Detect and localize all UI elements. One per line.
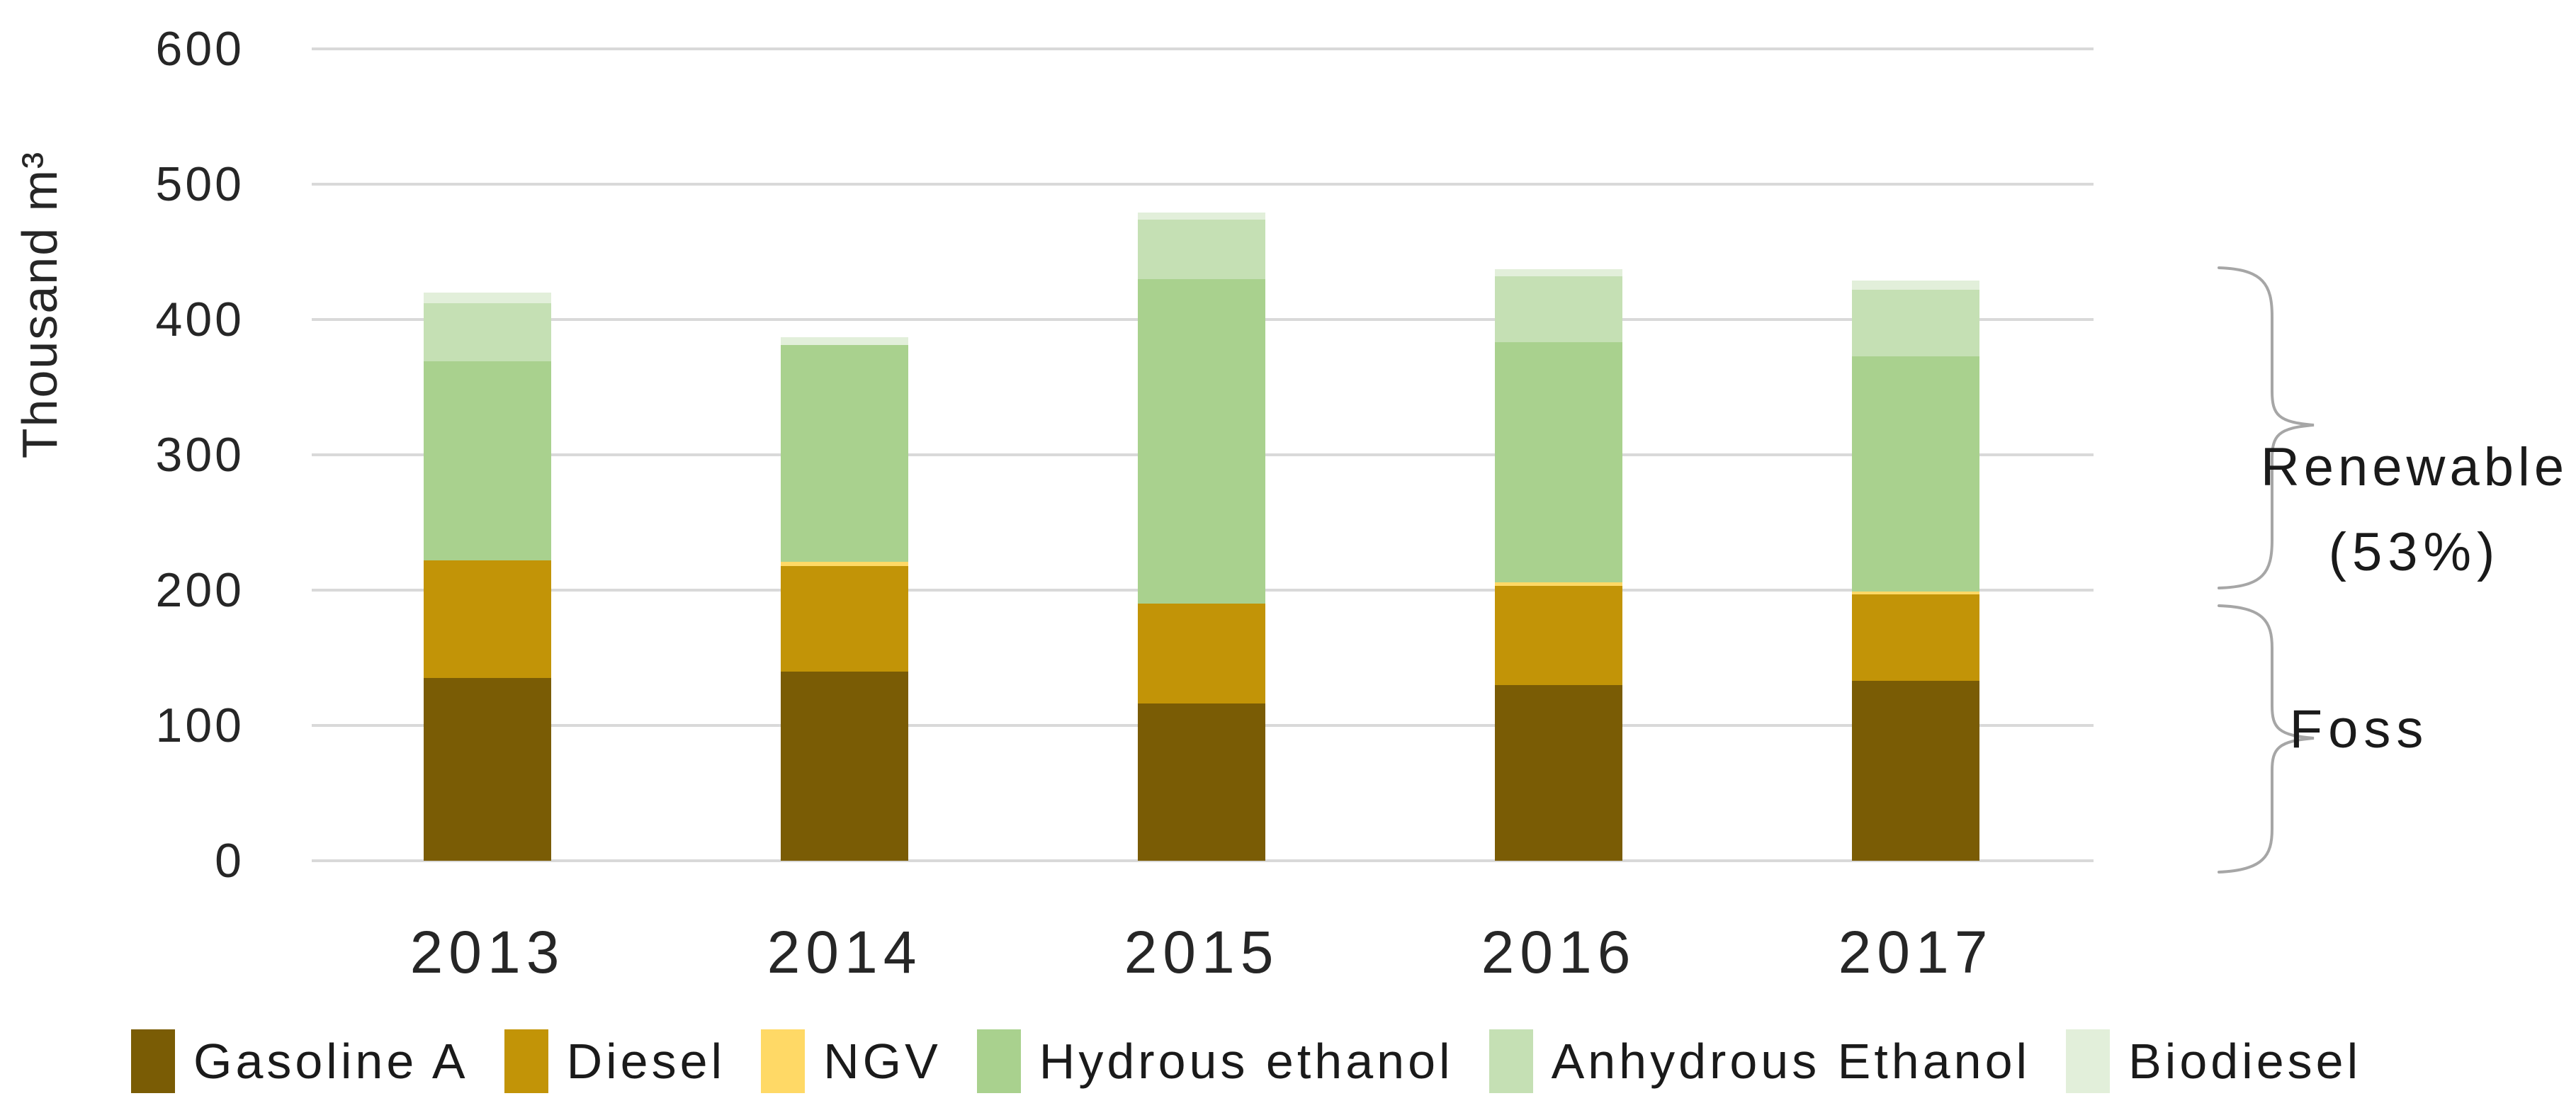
- y-tick-label-100: 100: [155, 699, 244, 752]
- bar-2016-anhydrous-ethanol: [1495, 276, 1622, 343]
- bar-2014-hydrous-ethanol: [781, 345, 908, 562]
- x-tick-label-2014: 2014: [767, 919, 922, 985]
- bar-2017-diesel: [1852, 594, 1979, 681]
- bar-2016-biodiesel: [1495, 269, 1622, 276]
- legend-swatch-ngv: [761, 1029, 806, 1093]
- bar-2016-diesel: [1495, 586, 1622, 685]
- y-tick-label-300: 300: [155, 428, 244, 482]
- bar-2016-ngv: [1495, 582, 1622, 587]
- bar-2014-ngv: [781, 561, 908, 566]
- bar-2017-biodiesel: [1852, 280, 1979, 290]
- fossil-brace: [2218, 604, 2315, 874]
- bar-2015-diesel: [1138, 604, 1265, 704]
- gridline-600: [312, 47, 2094, 50]
- bar-2014-biodiesel: [781, 337, 908, 346]
- legend-item-ngv: NGV: [761, 1029, 942, 1093]
- legend-item-anhydrous-ethanol: Anhydrous Ethanol: [1488, 1029, 2031, 1093]
- legend-swatch-gasoline-a: [131, 1029, 175, 1093]
- bar-2013-gasoline-a: [424, 678, 551, 861]
- bar-2016-hydrous-ethanol: [1495, 342, 1622, 582]
- legend-item-gasoline-a: Gasoline A: [131, 1029, 469, 1093]
- legend-swatch-diesel: [504, 1029, 548, 1093]
- y-tick-label-600: 600: [155, 22, 244, 76]
- bar-2016-gasoline-a: [1495, 684, 1622, 861]
- bar-2014-gasoline-a: [781, 671, 908, 861]
- legend-swatch-anhydrous-ethanol: [1488, 1029, 1533, 1093]
- bar-2014-diesel: [781, 565, 908, 672]
- gridline-0: [312, 859, 2094, 862]
- y-tick-label-200: 200: [155, 563, 244, 617]
- gridline-500: [312, 183, 2094, 186]
- bar-2017-anhydrous-ethanol: [1852, 289, 1979, 356]
- legend-label-gasoline-a: Gasoline A: [193, 1034, 469, 1089]
- legend-swatch-biodiesel: [2066, 1029, 2111, 1093]
- bar-2013-diesel: [424, 560, 551, 679]
- legend-label-biodiesel: Biodiesel: [2128, 1034, 2362, 1089]
- x-tick-label-2017: 2017: [1838, 919, 1994, 985]
- legend: Gasoline A Diesel NGV Hydrous ethanol Anhydr…: [131, 1026, 2361, 1097]
- legend-swatch-hydrous-ethanol: [976, 1029, 1021, 1093]
- legend-label-diesel: Diesel: [566, 1034, 726, 1089]
- bar-2015-anhydrous-ethanol: [1138, 219, 1265, 279]
- bar-2013-biodiesel: [424, 292, 551, 304]
- bar-2013-hydrous-ethanol: [424, 361, 551, 560]
- y-tick-label-0: 0: [215, 834, 244, 888]
- bar-2017-hydrous-ethanol: [1852, 356, 1979, 592]
- fossil-annotation: Foss: [2289, 699, 2429, 759]
- legend-item-biodiesel: Biodiesel: [2066, 1029, 2361, 1093]
- x-tick-label-2016: 2016: [1481, 919, 1637, 985]
- renewable-annotation: Renewable: [2260, 437, 2569, 497]
- bar-2017-gasoline-a: [1852, 680, 1979, 861]
- x-tick-label-2013: 2013: [409, 919, 565, 985]
- legend-label-ngv: NGV: [823, 1034, 942, 1089]
- bar-2015-biodiesel: [1138, 213, 1265, 220]
- bar-2015-hydrous-ethanol: [1138, 278, 1265, 604]
- legend-label-anhydrous-ethanol: Anhydrous Ethanol: [1551, 1034, 2031, 1089]
- legend-item-diesel: Diesel: [504, 1029, 726, 1093]
- bar-2013-anhydrous-ethanol: [424, 303, 551, 362]
- renewable-percent-annotation: (53%): [2328, 522, 2501, 582]
- x-tick-label-2015: 2015: [1124, 919, 1279, 985]
- y-tick-label-500: 500: [155, 157, 244, 211]
- renewable-brace: [2218, 266, 2315, 589]
- legend-item-hydrous-ethanol: Hydrous ethanol: [976, 1029, 1454, 1093]
- bar-2015-gasoline-a: [1138, 703, 1265, 861]
- bar-2017-ngv: [1852, 591, 1979, 594]
- y-tick-label-400: 400: [155, 293, 244, 346]
- legend-label-hydrous-ethanol: Hydrous ethanol: [1039, 1034, 1454, 1089]
